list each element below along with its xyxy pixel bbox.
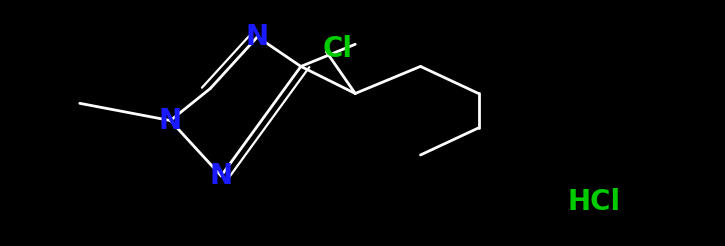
Text: HCl: HCl [568,188,621,216]
Text: N: N [246,23,269,51]
Text: N: N [159,107,182,135]
Text: N: N [210,162,233,190]
Text: Cl: Cl [322,35,352,63]
